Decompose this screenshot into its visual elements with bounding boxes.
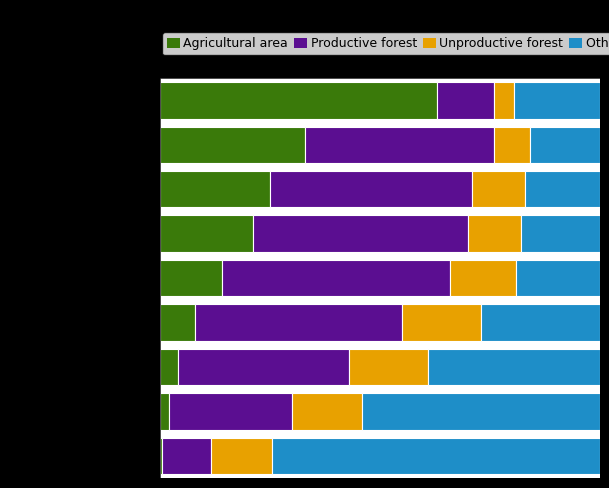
Bar (270, 171, 473, 207)
Bar (178, 349, 349, 386)
Bar (468, 216, 521, 252)
Bar (402, 305, 481, 341)
Bar (160, 438, 163, 474)
Bar (211, 438, 272, 474)
Bar (349, 349, 428, 386)
Bar (516, 260, 600, 296)
Bar (437, 82, 495, 119)
Bar (495, 126, 529, 163)
Bar (451, 260, 516, 296)
Bar (525, 171, 600, 207)
Bar (160, 260, 222, 296)
Bar (169, 393, 292, 430)
Bar (495, 82, 514, 119)
Bar (514, 82, 600, 119)
Bar (160, 171, 270, 207)
Bar (428, 349, 600, 386)
Bar (160, 305, 195, 341)
Bar (160, 216, 253, 252)
Bar (222, 260, 451, 296)
Bar (272, 438, 600, 474)
Bar (292, 393, 362, 430)
Bar (160, 349, 178, 386)
Bar (160, 126, 305, 163)
Bar (529, 126, 600, 163)
Bar (521, 216, 600, 252)
Bar (362, 393, 600, 430)
Bar (305, 126, 495, 163)
Bar (160, 393, 169, 430)
Bar (473, 171, 525, 207)
Bar (253, 216, 468, 252)
Bar (195, 305, 402, 341)
Bar (163, 438, 211, 474)
Bar (481, 305, 600, 341)
Legend: Agricultural area, Productive forest, Unproductive forest, Othert area: Agricultural area, Productive forest, Un… (162, 32, 609, 55)
Bar (160, 82, 437, 119)
